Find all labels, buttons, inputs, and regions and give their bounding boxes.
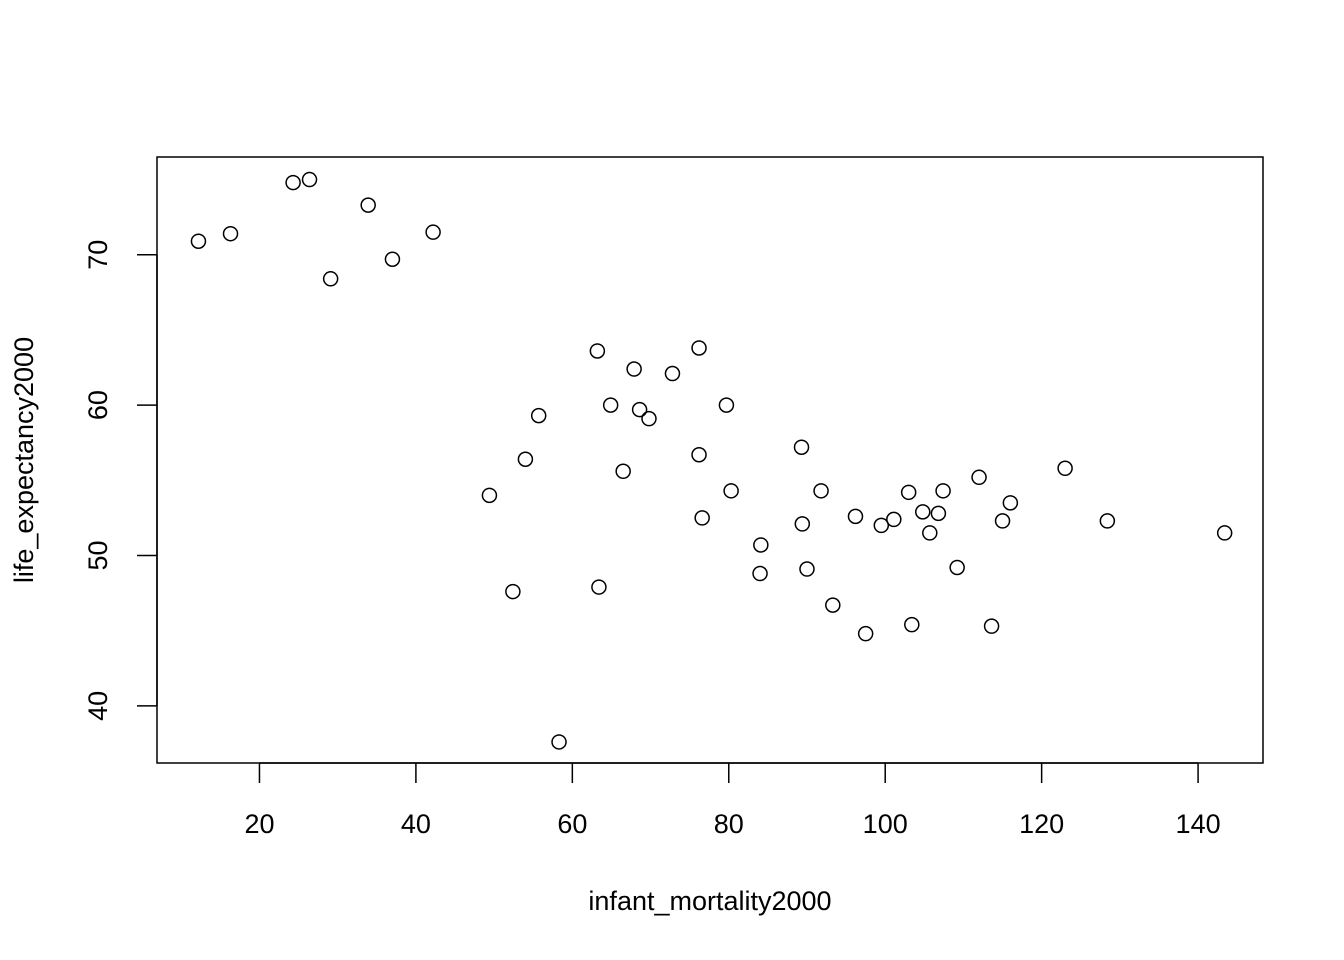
data-point	[753, 537, 769, 553]
data-point	[994, 513, 1011, 529]
y-tick-label: 60	[83, 390, 113, 420]
data-point	[904, 616, 920, 633]
data-point	[857, 625, 874, 642]
data-point	[793, 439, 810, 455]
data-point	[641, 410, 657, 427]
data-point	[900, 484, 917, 501]
data-point	[285, 174, 301, 191]
data-point	[723, 483, 739, 499]
x-tick-label: 100	[863, 809, 908, 839]
data-point	[799, 561, 815, 577]
plot-frame	[156, 156, 1264, 764]
data-point	[949, 559, 965, 576]
data-point	[983, 618, 1000, 634]
data-point	[615, 463, 631, 480]
x-tick-label: 40	[401, 809, 431, 839]
x-tick-label: 80	[714, 809, 744, 839]
data-point	[915, 504, 931, 520]
data-point	[825, 597, 841, 613]
y-tick-label: 70	[83, 240, 113, 270]
y-axis: 40 50 60 70	[83, 240, 158, 721]
data-point	[691, 340, 707, 356]
y-tick-label: 40	[83, 691, 113, 721]
data-point	[517, 451, 534, 467]
data-point	[873, 517, 890, 534]
data-point	[322, 271, 339, 287]
data-point	[602, 397, 619, 413]
data-point	[694, 510, 710, 526]
data-point	[222, 225, 239, 242]
data-point	[847, 508, 864, 525]
data-point	[591, 579, 607, 595]
data-points	[190, 171, 1233, 750]
data-point	[1216, 525, 1233, 541]
data-point	[360, 197, 376, 213]
y-tick-label: 50	[83, 540, 113, 570]
data-point	[505, 583, 521, 600]
data-point	[935, 483, 951, 499]
data-point	[589, 343, 606, 359]
x-axis-label: infant_mortality2000	[588, 886, 831, 916]
data-point	[794, 516, 811, 532]
x-tick-label: 120	[1019, 809, 1064, 839]
data-point	[481, 487, 498, 504]
data-point	[718, 397, 735, 413]
data-point	[626, 361, 642, 377]
data-point	[1057, 460, 1073, 477]
data-point	[190, 233, 207, 249]
data-point	[425, 224, 441, 240]
data-point	[930, 505, 947, 522]
data-point	[551, 734, 567, 750]
data-point	[752, 565, 768, 582]
data-point	[922, 525, 938, 541]
data-point	[691, 446, 707, 463]
x-tick-label: 60	[557, 809, 587, 839]
data-point	[301, 171, 318, 188]
data-point	[1099, 513, 1116, 529]
data-point	[971, 469, 987, 486]
y-axis-label: life_expectancy2000	[9, 337, 39, 583]
data-point	[813, 483, 829, 499]
x-tick-label: 20	[244, 809, 274, 839]
data-point	[1002, 495, 1019, 511]
data-point	[664, 365, 681, 382]
x-axis: 20 40 60 80 100 120 140	[244, 762, 1221, 839]
data-point	[530, 407, 547, 424]
data-point	[384, 251, 401, 268]
data-point	[886, 511, 902, 528]
data-point	[631, 401, 648, 418]
x-tick-label: 140	[1176, 809, 1221, 839]
